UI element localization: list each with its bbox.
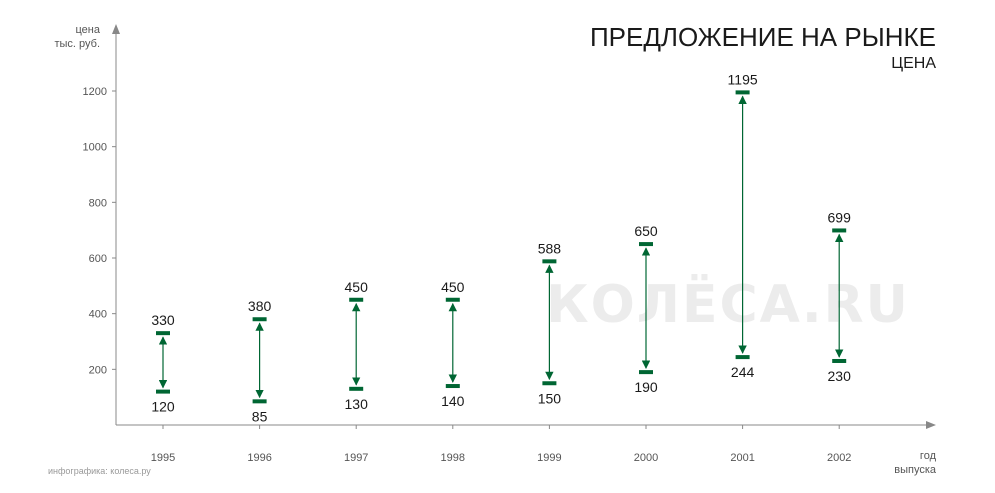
x-tick-label: 2001 (730, 452, 754, 464)
credit: инфографика: колеса.ру (48, 466, 151, 476)
max-value-label: 1195 (728, 71, 758, 87)
range-1997: 450 130 (345, 279, 369, 412)
y-axis-title-line2: тыс. руб. (54, 38, 100, 50)
min-value-label: 120 (151, 399, 175, 415)
range-1999: 588 150 (538, 240, 562, 406)
x-tick-label: 2000 (634, 452, 658, 464)
y-axis-title-line1: цена (76, 24, 101, 36)
range-1998: 450 140 (441, 279, 465, 409)
max-value-label: 380 (248, 298, 272, 314)
y-tick-label: 1200 (83, 86, 107, 98)
min-value-label: 190 (634, 379, 658, 395)
y-tick-label: 1000 (83, 142, 107, 154)
chart-subtitle: ЦЕНА (891, 55, 936, 72)
max-value-label: 330 (151, 312, 175, 328)
y-tick-label: 200 (89, 364, 107, 376)
x-axis-title-line2: выпуска (894, 464, 937, 476)
x-tick-label: 1995 (151, 452, 175, 464)
y-axis-arrow-icon (112, 24, 120, 34)
x-ticks: 1995 1996 1997 1998 1999 2000 2001 2002 (151, 425, 851, 464)
max-value-label: 588 (538, 240, 562, 256)
max-value-label: 699 (828, 209, 852, 225)
x-axis-arrow-icon (926, 421, 936, 429)
min-value-label: 85 (252, 408, 268, 424)
y-tick-label: 600 (89, 253, 107, 265)
max-value-label: 450 (345, 279, 369, 295)
x-tick-label: 1999 (537, 452, 561, 464)
range-2002: 699 230 (828, 209, 852, 384)
x-tick-label: 1998 (441, 452, 465, 464)
range-2001: 1195 244 (728, 71, 758, 380)
range-2000: 650 190 (634, 223, 658, 395)
min-value-label: 230 (828, 368, 852, 384)
y-tick-label: 800 (89, 197, 107, 209)
y-tick-label: 400 (89, 309, 107, 321)
max-value-label: 450 (441, 279, 465, 295)
y-ticks: 200 400 600 800 1000 1200 (83, 86, 116, 376)
range-1995: 330 120 (151, 312, 175, 414)
x-tick-label: 1997 (344, 452, 368, 464)
range-marks: 330 120 380 85 450 130 450 140 588 150 650 190 1195 2… (151, 71, 851, 424)
max-value-label: 650 (634, 223, 658, 239)
min-value-label: 150 (538, 390, 562, 406)
range-1996: 380 85 (248, 298, 272, 424)
x-tick-label: 1996 (247, 452, 271, 464)
min-value-label: 244 (731, 364, 755, 380)
x-tick-label: 2002 (827, 452, 851, 464)
chart-title: ПРЕДЛОЖЕНИЕ НА РЫНКЕ (590, 22, 936, 52)
min-value-label: 140 (441, 393, 465, 409)
watermark: КОЛЁСА.RU (546, 274, 910, 335)
x-axis-title-line1: год (920, 450, 937, 462)
min-value-label: 130 (345, 396, 369, 412)
